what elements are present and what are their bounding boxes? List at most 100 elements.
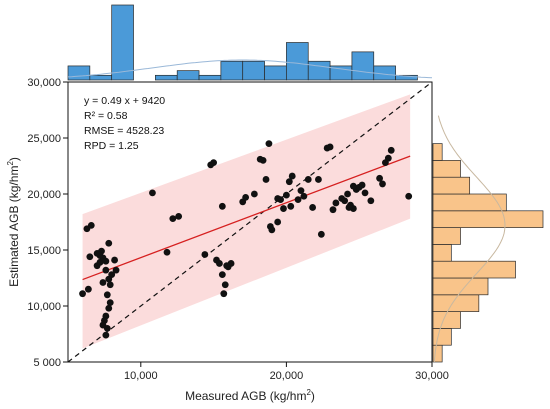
- x-tick-label: 20,000: [270, 370, 304, 382]
- data-point: [385, 155, 392, 162]
- top-histogram-bar: [90, 75, 112, 80]
- data-point: [298, 187, 305, 194]
- data-point: [309, 204, 316, 211]
- data-point: [274, 219, 281, 226]
- data-point: [222, 281, 229, 288]
- data-point: [295, 196, 302, 203]
- data-point: [287, 203, 294, 210]
- data-point: [266, 140, 273, 147]
- right-histogram-bar: [433, 244, 451, 261]
- data-point: [359, 182, 366, 189]
- data-point: [268, 226, 275, 233]
- data-point: [362, 189, 369, 196]
- data-point: [346, 204, 353, 211]
- data-point: [251, 191, 258, 198]
- data-point: [149, 189, 156, 196]
- data-point: [305, 176, 312, 183]
- right-histogram-bar: [433, 177, 470, 194]
- y-tick-label: 25,000: [27, 133, 61, 145]
- right-histogram-bar: [433, 194, 506, 211]
- data-point: [210, 159, 217, 166]
- top-histogram-bar: [199, 75, 221, 80]
- data-point: [274, 195, 281, 202]
- y-axis-title: Estimated AGB (kg/hm2): [6, 157, 21, 287]
- data-point: [169, 215, 176, 222]
- right-histogram-bar: [433, 144, 442, 161]
- x-axis-title: Measured AGB (kg/hm2): [185, 388, 315, 403]
- data-point: [333, 200, 340, 207]
- top-histogram-bar: [243, 61, 265, 80]
- data-point: [223, 262, 230, 269]
- annotation-equation: y = 0.49 x + 9420: [84, 95, 165, 107]
- data-point: [344, 191, 351, 198]
- data-point: [105, 240, 112, 247]
- annotation-r2: R² = 0.58: [84, 110, 128, 122]
- data-point: [367, 197, 374, 204]
- data-point: [107, 281, 114, 288]
- data-point: [175, 213, 182, 220]
- data-point: [201, 251, 208, 258]
- data-point: [94, 250, 101, 257]
- data-point: [350, 183, 357, 190]
- data-point: [260, 157, 267, 164]
- data-point: [219, 271, 226, 278]
- data-point: [108, 271, 115, 278]
- data-point: [242, 194, 249, 201]
- right-histogram-bar: [433, 312, 461, 329]
- data-point: [330, 206, 337, 213]
- data-point: [318, 231, 325, 238]
- data-point: [388, 147, 395, 154]
- data-point: [102, 332, 109, 339]
- top-histogram-bar: [177, 71, 199, 80]
- y-tick-label: 15,000: [27, 245, 61, 257]
- top-histogram-bar: [112, 5, 134, 80]
- right-histogram-bar: [433, 228, 461, 245]
- data-point: [219, 203, 226, 210]
- data-point: [220, 290, 227, 297]
- data-point: [280, 205, 287, 212]
- data-point: [102, 267, 109, 274]
- data-point: [327, 144, 334, 151]
- top-histogram-bar: [286, 43, 308, 81]
- right-histogram-bar: [433, 295, 479, 312]
- data-point: [100, 279, 107, 286]
- annotation-rmse: RMSE = 4528.23: [84, 125, 164, 137]
- data-point: [104, 291, 111, 298]
- right-histogram-bar: [433, 328, 451, 345]
- y-axis-ticks: 5 000 10,000 15,000 20,000 25,000 30,000: [27, 77, 68, 369]
- data-point: [289, 173, 296, 180]
- top-histogram-bar: [221, 61, 243, 80]
- top-histogram-bar: [265, 66, 287, 80]
- data-point: [105, 305, 112, 312]
- annotation-rpd: RPD = 1.25: [84, 140, 139, 152]
- right-histogram-bar: [433, 160, 461, 177]
- data-point: [315, 176, 322, 183]
- data-point: [283, 192, 290, 199]
- y-tick-label: 10,000: [27, 301, 61, 313]
- data-point: [79, 290, 86, 297]
- y-tick-label: 20,000: [27, 189, 61, 201]
- data-point: [341, 197, 348, 204]
- data-point: [164, 249, 171, 256]
- data-point: [111, 257, 118, 264]
- data-point: [88, 222, 95, 229]
- data-point: [102, 258, 109, 265]
- data-point: [104, 325, 111, 332]
- x-tick-label: 10,000: [124, 370, 158, 382]
- top-histogram-bar: [68, 66, 90, 80]
- y-tick-label: 30,000: [27, 77, 61, 89]
- right-histogram: [433, 116, 543, 362]
- y-tick-label: 5 000: [33, 357, 61, 369]
- data-point: [216, 260, 223, 267]
- x-axis-ticks: 10,000 20,000 30,000: [124, 362, 449, 382]
- top-histogram-bar: [352, 52, 374, 80]
- data-point: [86, 253, 93, 260]
- top-histogram-bar: [155, 75, 177, 80]
- x-tick-label: 30,000: [415, 370, 449, 382]
- top-histogram: [68, 5, 432, 80]
- data-point: [263, 176, 270, 183]
- top-histogram-bar: [308, 61, 330, 80]
- right-histogram-bar: [433, 211, 543, 228]
- data-point: [85, 286, 92, 293]
